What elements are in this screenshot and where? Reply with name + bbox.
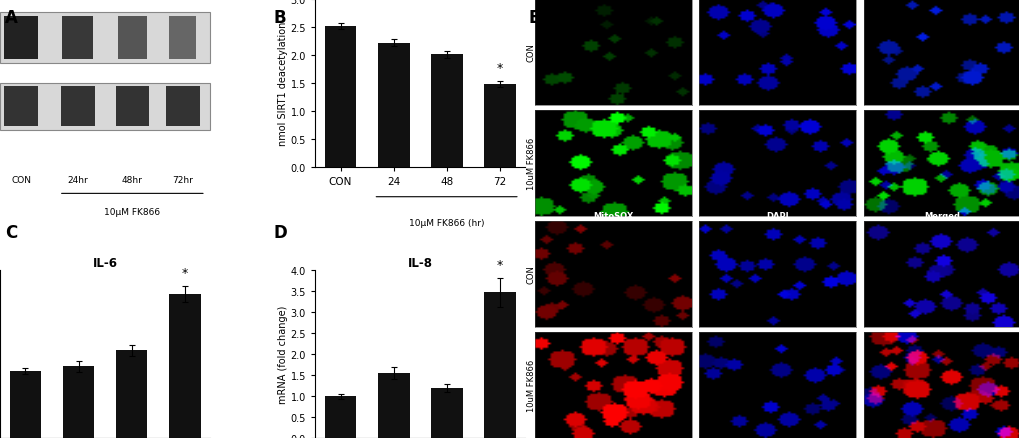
Bar [9,371,42,438]
Bar [377,43,409,167]
Bar [430,388,462,438]
Bar [115,87,149,127]
Bar [0,84,210,131]
Text: D: D [273,223,286,241]
Bar [0,14,210,64]
Bar [61,87,95,127]
Bar [324,396,356,438]
Y-axis label: CON: CON [526,265,535,284]
Title: IL-6: IL-6 [93,257,117,270]
Y-axis label: CON: CON [526,43,535,62]
Text: E: E [528,9,539,27]
Y-axis label: 10uM FK866: 10uM FK866 [526,359,535,411]
Bar [62,17,94,60]
Bar [168,294,201,438]
Bar [4,17,38,60]
Bar [430,55,462,167]
Y-axis label: nmol SIRT1 deacetylation: nmol SIRT1 deacetylation [277,21,287,145]
Bar [377,373,409,438]
Bar [62,367,95,438]
Text: B: B [273,9,285,27]
Y-axis label: mRNA (fold change): mRNA (fold change) [277,305,287,403]
Bar [115,350,148,438]
Text: C: C [5,223,17,241]
Text: A: A [5,9,18,27]
Y-axis label: 10uM FK866: 10uM FK866 [526,138,535,190]
Text: *: * [496,258,502,271]
Text: 10μM FK866: 10μM FK866 [104,207,160,216]
Text: *: * [181,267,187,279]
Text: CON: CON [11,176,31,184]
Text: *: * [496,62,502,74]
Text: 72hr: 72hr [172,176,193,184]
Bar [483,293,515,438]
Title: MitoSOX: MitoSOX [593,212,633,221]
Bar [4,87,38,127]
Bar [483,85,515,167]
Text: 24hr: 24hr [67,176,88,184]
Title: Merged: Merged [923,212,959,221]
Title: IL-8: IL-8 [408,257,432,270]
Bar [166,87,200,127]
Text: 10μM FK866 (hr): 10μM FK866 (hr) [409,219,484,228]
Bar [169,17,197,60]
Title: DAPI: DAPI [765,212,788,221]
Bar [117,17,147,60]
Bar [324,27,356,167]
Text: 48hr: 48hr [122,176,143,184]
